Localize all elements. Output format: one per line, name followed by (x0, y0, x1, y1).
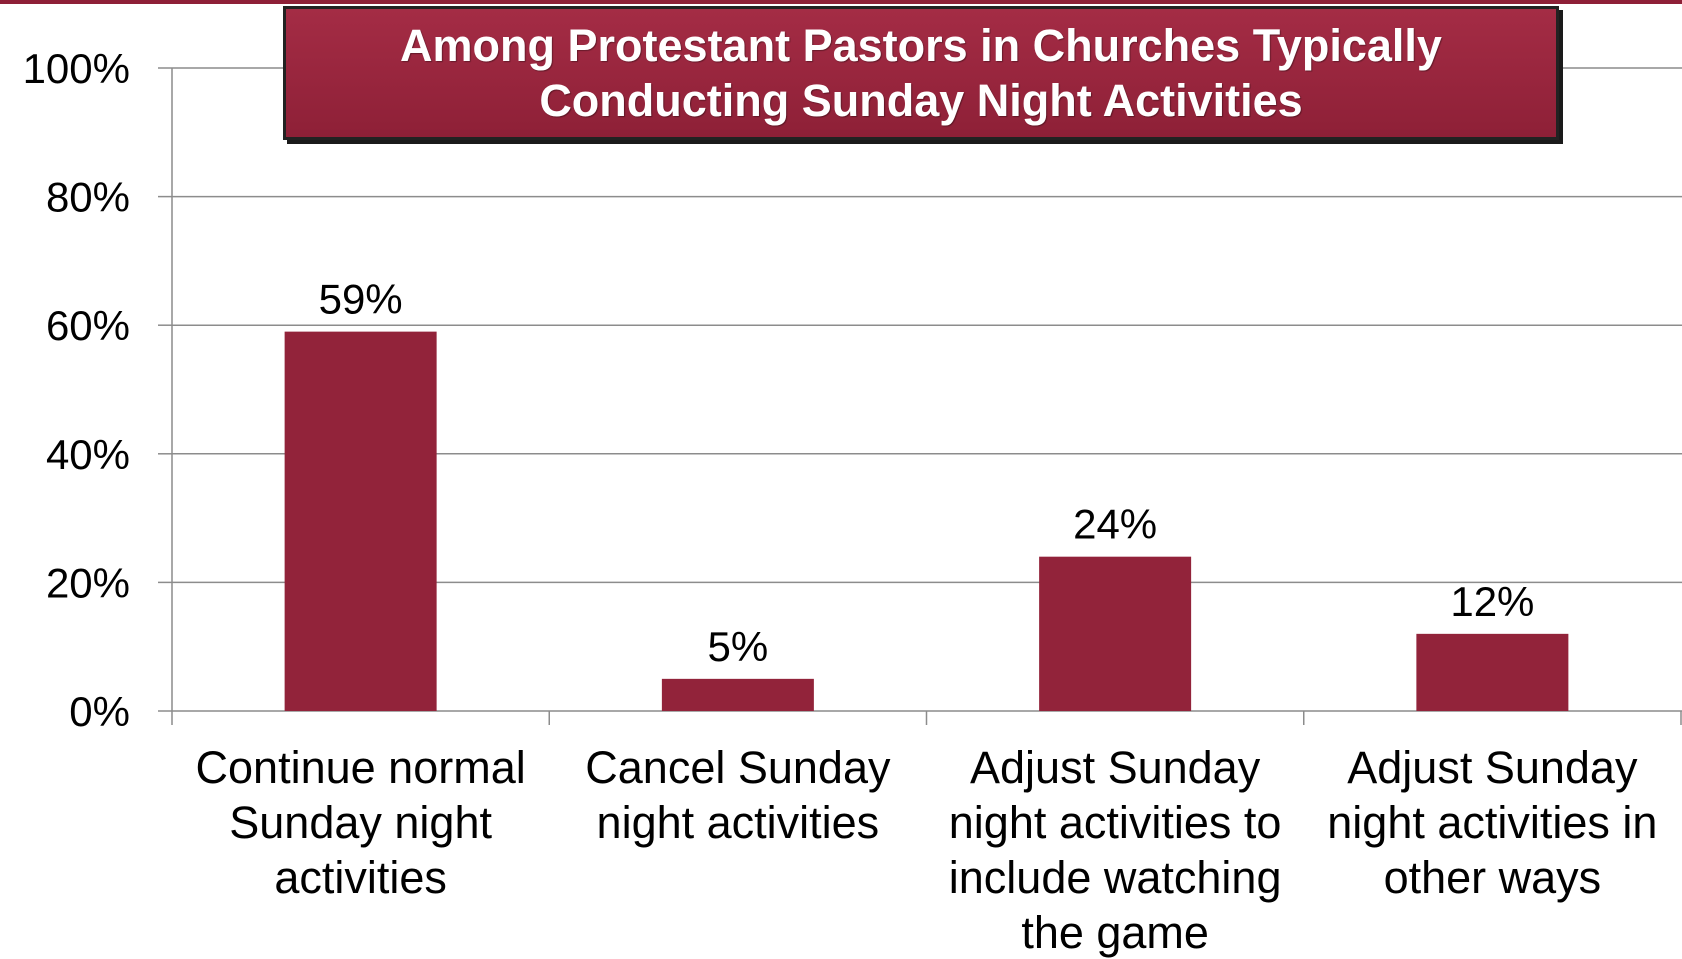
top-accent-rule (0, 0, 1682, 4)
x-category-label: Cancel Sunday (585, 742, 891, 793)
x-category-label: night activities in (1327, 797, 1657, 848)
x-category-label: other ways (1384, 852, 1602, 903)
y-tick-label: 80% (46, 174, 130, 221)
chart-title-line-1: Among Protestant Pastors in Churches Typ… (400, 20, 1442, 71)
x-category-label: Adjust Sunday (1347, 742, 1638, 793)
bar (1416, 633, 1569, 711)
x-category-label: the game (1021, 907, 1209, 958)
data-label: 59% (319, 276, 403, 323)
x-category-label: activities (274, 852, 447, 903)
bar (284, 331, 437, 711)
y-tick-label: 0% (69, 688, 130, 735)
x-category-label: Adjust Sunday (970, 742, 1261, 793)
chart-title-line-2: Conducting Sunday Night Activities (539, 75, 1303, 126)
bar (661, 678, 814, 711)
data-label: 5% (708, 623, 769, 670)
x-category-label: Continue normal (196, 742, 526, 793)
x-category-label: night activities to (949, 797, 1282, 848)
y-tick-label: 40% (46, 431, 130, 478)
x-category-label: include watching (949, 852, 1282, 903)
data-label: 12% (1450, 578, 1534, 625)
y-tick-label: 60% (46, 302, 130, 349)
y-tick-label: 100% (23, 45, 130, 92)
bar (1039, 556, 1192, 711)
x-category-label: Sunday night (229, 797, 492, 848)
data-label: 24% (1073, 501, 1157, 548)
y-tick-label: 20% (46, 559, 130, 606)
x-category-label: night activities (597, 797, 880, 848)
chart-title-box: Among Protestant Pastors in Churches Typ… (283, 6, 1559, 140)
